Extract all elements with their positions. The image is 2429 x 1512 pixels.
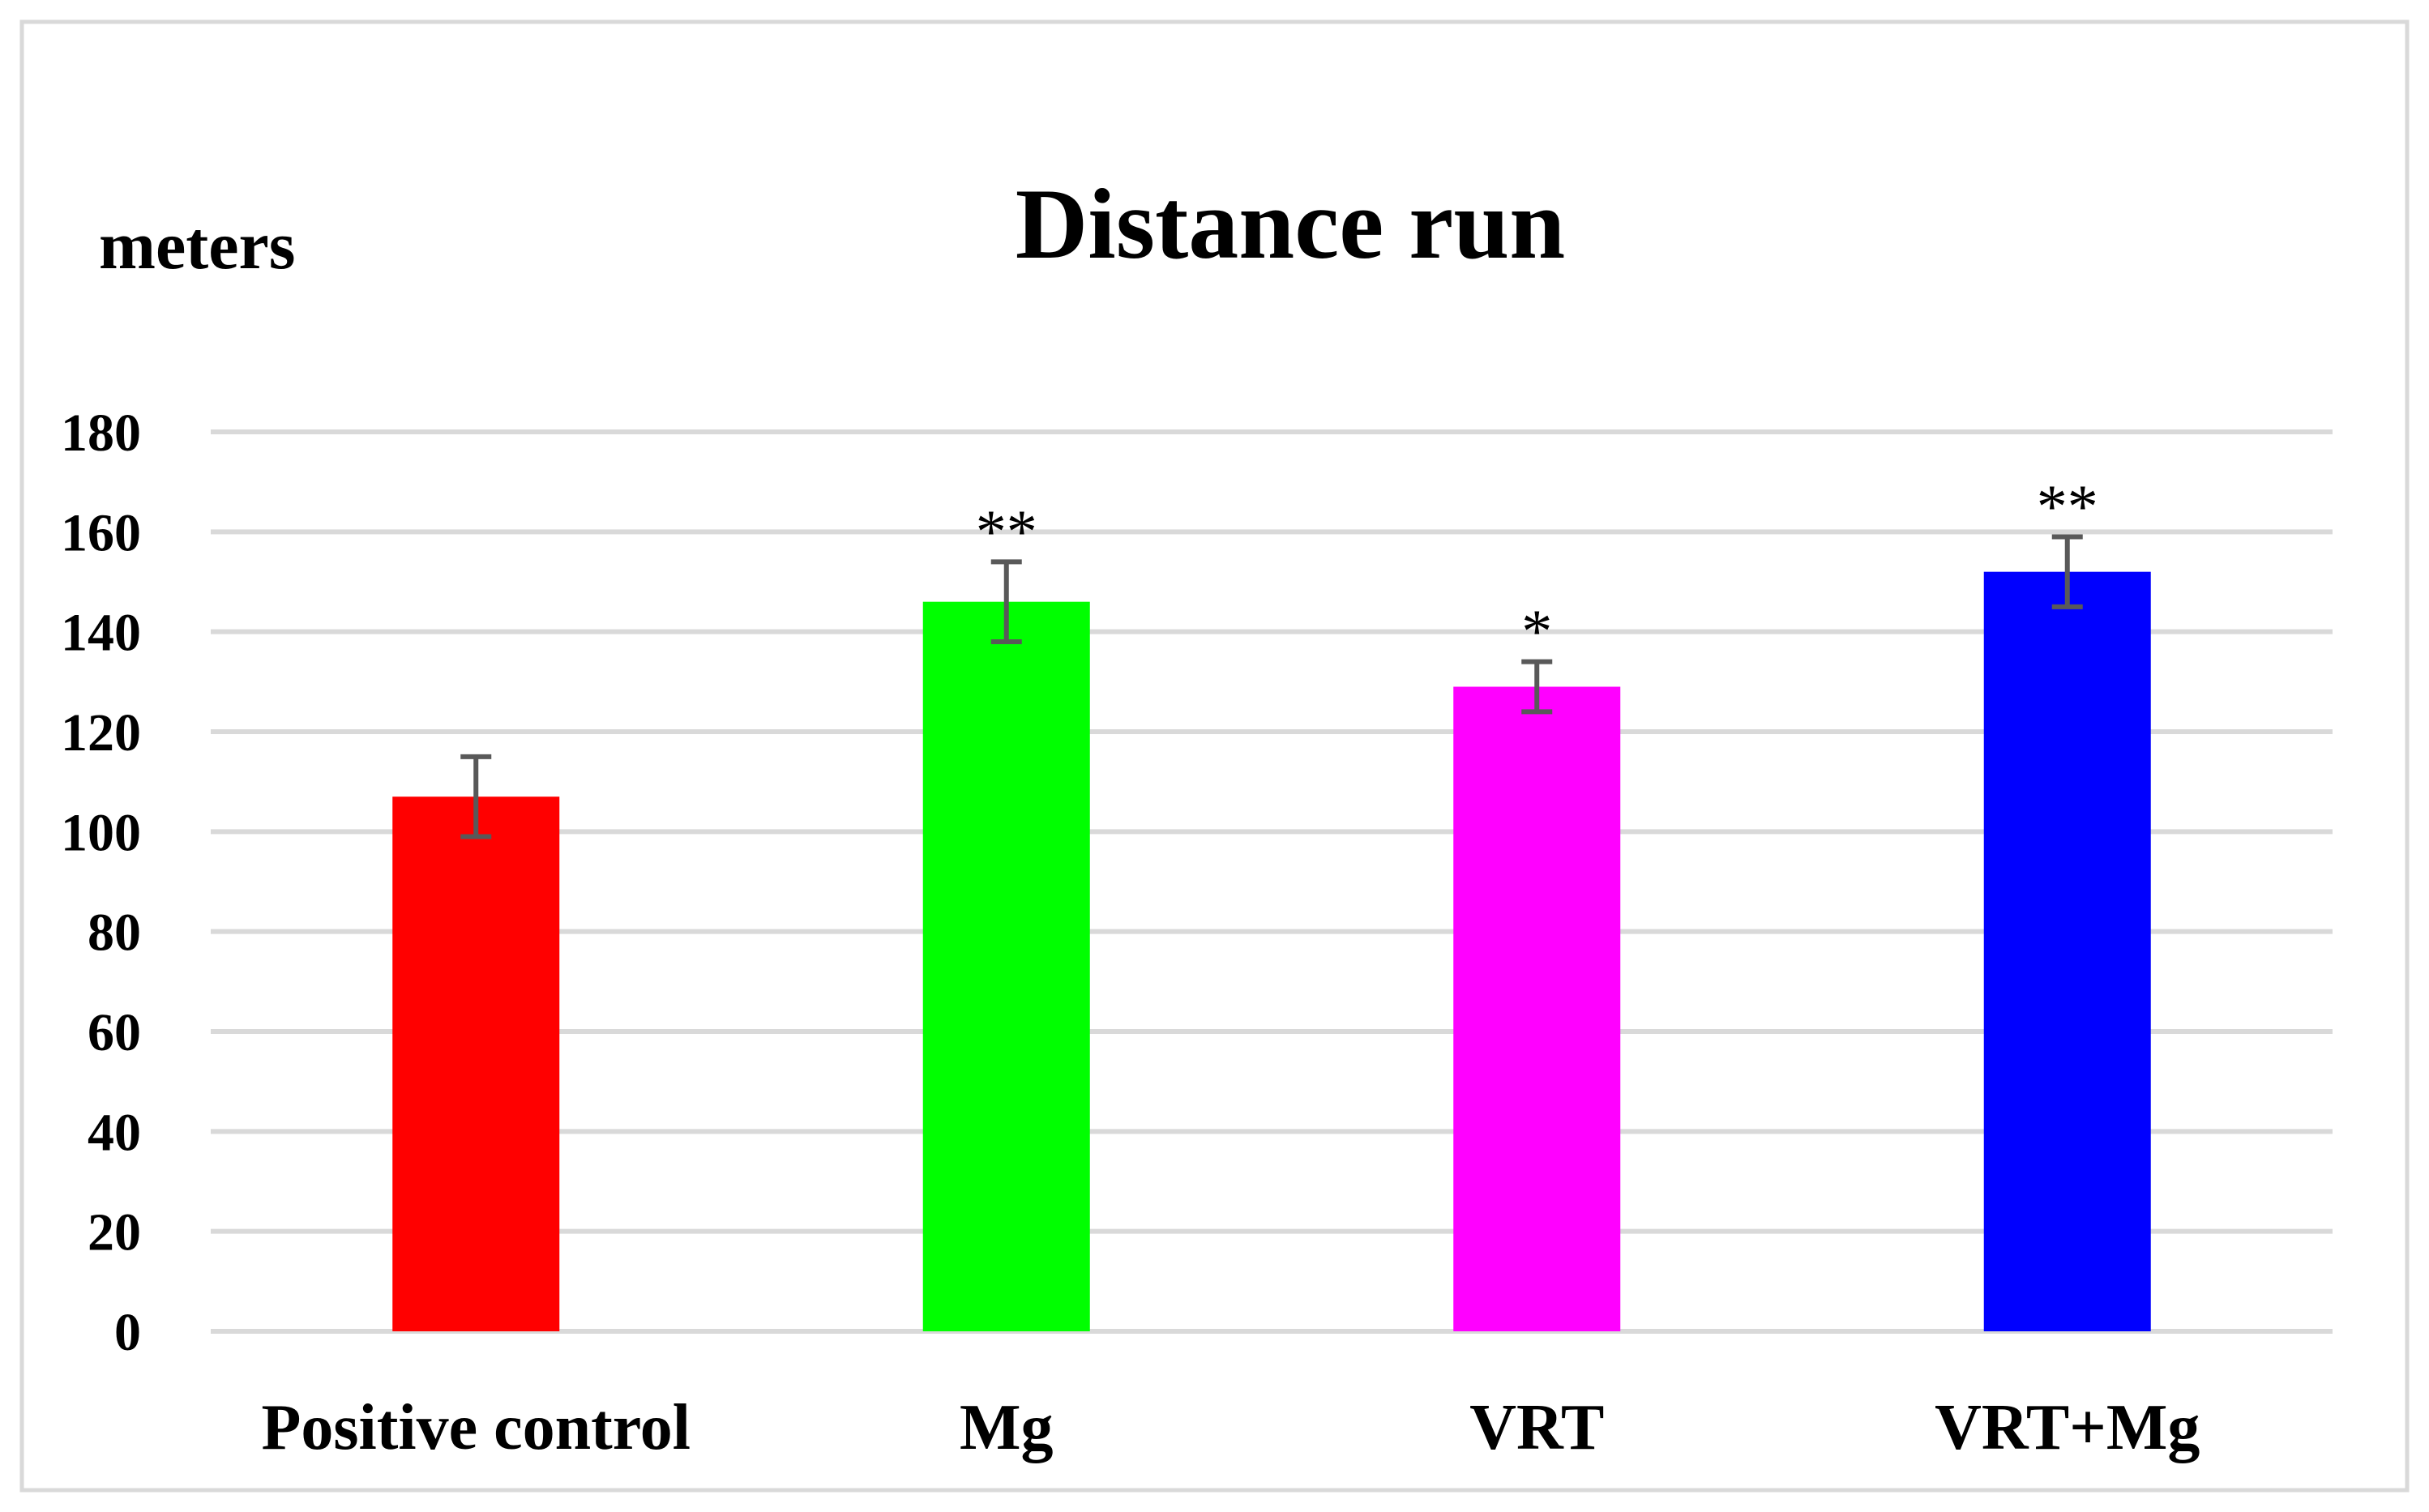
y-tick-label: 40 xyxy=(88,1103,141,1162)
bar-positive-control xyxy=(392,797,560,1331)
chart-title: Distance run xyxy=(1016,169,1566,280)
bars xyxy=(392,571,2151,1331)
significance-marker: ** xyxy=(976,498,1037,566)
significance-markers: ***** xyxy=(976,473,2098,666)
significance-marker: ** xyxy=(2037,473,2098,541)
error-bar xyxy=(2051,534,2083,609)
x-category-label: Mg xyxy=(960,1392,1054,1463)
y-axis-unit-label: meters xyxy=(99,208,295,284)
error-bar xyxy=(990,559,1022,644)
error-bar xyxy=(460,754,492,839)
bar-vrt xyxy=(1453,686,1621,1331)
y-tick-label: 100 xyxy=(61,803,141,862)
bar-mg xyxy=(922,601,1090,1331)
y-tick-label: 20 xyxy=(88,1203,141,1262)
bar-vrt-mg xyxy=(1983,571,2151,1331)
y-tick-label: 160 xyxy=(61,503,141,562)
y-tick-label: 80 xyxy=(88,903,141,963)
y-tick-label: 180 xyxy=(61,404,141,463)
x-axis-categories: Positive control Mg VRT VRT+Mg xyxy=(261,1392,2200,1463)
error-bars xyxy=(460,534,2083,839)
x-category-label: VRT+Mg xyxy=(1935,1392,2200,1463)
y-tick-label: 0 xyxy=(114,1303,141,1362)
y-tick-label: 120 xyxy=(61,703,141,762)
y-tick-label: 140 xyxy=(61,604,141,663)
y-axis-ticks: 0 20 40 60 80 100 120 140 160 180 xyxy=(61,404,141,1362)
x-category-label: VRT xyxy=(1469,1392,1604,1463)
significance-marker: * xyxy=(1521,598,1552,666)
x-category-label: Positive control xyxy=(261,1392,691,1463)
y-tick-label: 60 xyxy=(88,1003,141,1062)
error-bar xyxy=(1521,659,1553,715)
gridlines xyxy=(211,429,2333,1334)
